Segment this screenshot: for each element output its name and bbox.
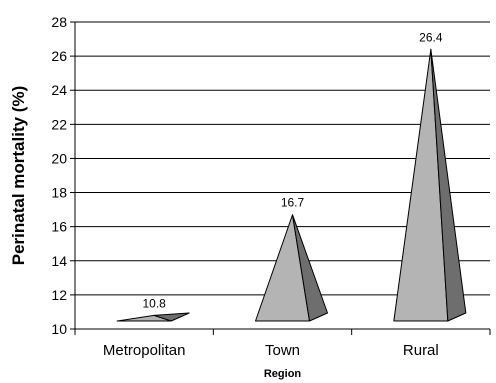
gridlines — [75, 21, 490, 330]
y-tick-label: 10 — [51, 321, 67, 337]
data-label: 10.8 — [142, 296, 166, 310]
y-tick-label: 28 — [51, 14, 67, 30]
x-tick-label: Metropolitan — [103, 342, 186, 359]
pyramid-side-face — [430, 48, 467, 322]
y-axis-title: Perinatal mortality (%) — [9, 86, 28, 266]
x-tick-label: Rural — [403, 342, 439, 359]
x-axis-title: Region — [264, 368, 302, 380]
y-tick-label: 12 — [51, 287, 67, 303]
y-tick-label: 22 — [51, 116, 67, 132]
x-tick-labels: Metropolitan Town Rural — [74, 329, 491, 359]
pyramid-bars — [116, 48, 467, 322]
pyramid-bar — [255, 214, 328, 322]
y-tick-labels: 10 12 14 16 18 20 22 24 26 28 — [51, 14, 75, 337]
data-labels: 10.8 16.7 26.4 — [142, 30, 442, 310]
y-tick-label: 20 — [51, 150, 67, 166]
pyramid-bar — [393, 48, 467, 322]
pyramid-side-face — [292, 214, 328, 322]
y-tick-label: 14 — [51, 253, 67, 269]
pyramid-side-face — [153, 312, 190, 322]
y-tick-label: 26 — [51, 48, 67, 64]
y-tick-label: 16 — [51, 219, 67, 235]
x-tick-label: Town — [265, 342, 300, 359]
axes — [74, 22, 490, 330]
pyramid-bar — [116, 312, 190, 322]
data-label: 16.7 — [281, 196, 305, 210]
data-label: 26.4 — [419, 30, 443, 44]
y-tick-label: 24 — [51, 82, 67, 98]
y-tick-label: 18 — [51, 185, 67, 201]
